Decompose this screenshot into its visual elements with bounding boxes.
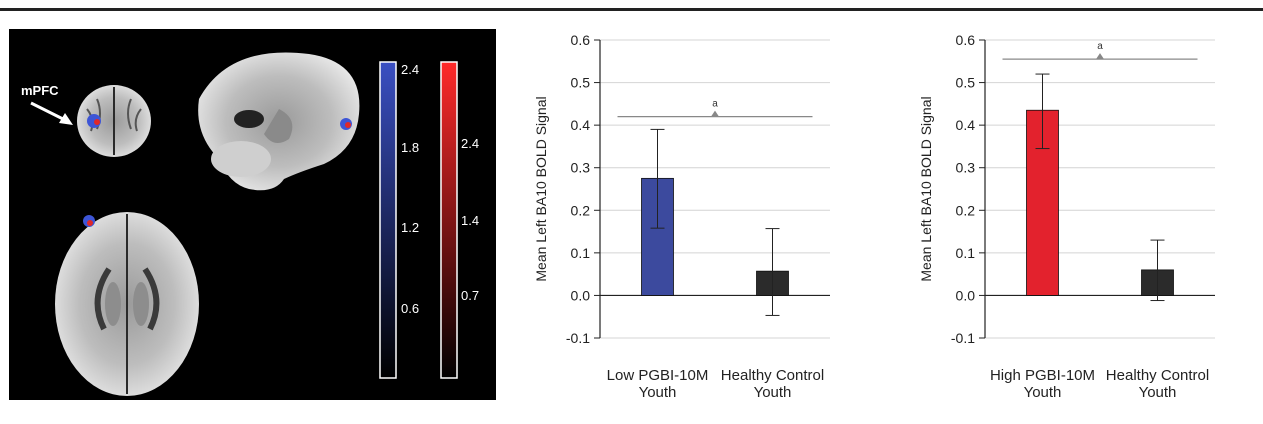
bar-chart-high-pgbi: 0.6 0.5 0.4 0.3 0.2 0.1 0.0 -0.1 Mean Left BA10 … [905, 20, 1235, 410]
blue-scale-tick: 0.6 [401, 301, 419, 316]
brain-image-panel: mPFC 2.4 1.8 1.2 0.6 [9, 29, 496, 400]
category-label: Youth [1139, 384, 1177, 401]
y-tick-label: 0.5 [571, 75, 591, 91]
category-label: Healthy Control [721, 367, 824, 384]
bar-chart-svg: 0.6 0.5 0.4 0.3 0.2 0.1 0.0 -0.1 Mean Left BA10 … [918, 32, 1215, 401]
red-scale-tick: 2.4 [461, 136, 479, 151]
blue-color-scale [379, 61, 397, 379]
y-tick-label: 0.6 [956, 32, 976, 48]
y-tick-label: -0.1 [566, 330, 590, 346]
category-label: Youth [639, 384, 677, 401]
axial-slice [55, 212, 199, 396]
category-label: High PGBI-10M [990, 367, 1095, 384]
y-tick-label: 0.1 [571, 245, 591, 261]
y-tick-label: 0.3 [956, 160, 976, 176]
y-tick-label: 0.4 [571, 117, 591, 133]
y-tick-label: 0.6 [571, 32, 591, 48]
y-tick-label: 0.0 [571, 287, 591, 303]
y-tick-label: 0.5 [956, 75, 976, 91]
sagittal-slice [198, 52, 360, 191]
y-tick-label: -0.1 [951, 330, 975, 346]
y-axis-title: Mean Left BA10 BOLD Signal [918, 96, 934, 281]
y-axis-title: Mean Left BA10 BOLD Signal [533, 96, 549, 281]
coronal-slice [77, 85, 151, 157]
significance-marker [711, 110, 719, 117]
red-scale-tick: 0.7 [461, 288, 479, 303]
blue-scale-tick: 1.8 [401, 140, 419, 155]
arrow-icon [30, 101, 73, 125]
significance-marker [1096, 53, 1104, 60]
blue-scale-tick: 2.4 [401, 62, 419, 77]
bar-chart-low-pgbi: 0.6 0.5 0.4 0.3 0.2 0.1 0.0 -0.1 Mean Left BA10 … [520, 20, 850, 410]
significance-label: a [712, 99, 718, 110]
y-tick-label: 0.2 [571, 202, 591, 218]
bar-chart-svg: 0.6 0.5 0.4 0.3 0.2 0.1 0.0 -0.1 Mean Left BA10 … [533, 32, 830, 401]
brain-slices: mPFC 2.4 1.8 1.2 0.6 [21, 52, 479, 396]
red-color-scale [440, 61, 458, 379]
y-tick-label: 0.0 [956, 287, 976, 303]
category-label: Low PGBI-10M [607, 367, 709, 384]
y-tick-label: 0.1 [956, 245, 976, 261]
category-label: Healthy Control [1106, 367, 1209, 384]
top-rule [0, 8, 1263, 11]
category-label: Youth [754, 384, 792, 401]
blue-scale-tick: 1.2 [401, 220, 419, 235]
mpfc-label: mPFC [21, 83, 59, 98]
y-tick-label: 0.3 [571, 160, 591, 176]
y-tick-label: 0.2 [956, 202, 976, 218]
category-label: Youth [1024, 384, 1062, 401]
y-tick-label: 0.4 [956, 117, 976, 133]
significance-label: a [1097, 41, 1103, 52]
red-scale-tick: 1.4 [461, 213, 479, 228]
